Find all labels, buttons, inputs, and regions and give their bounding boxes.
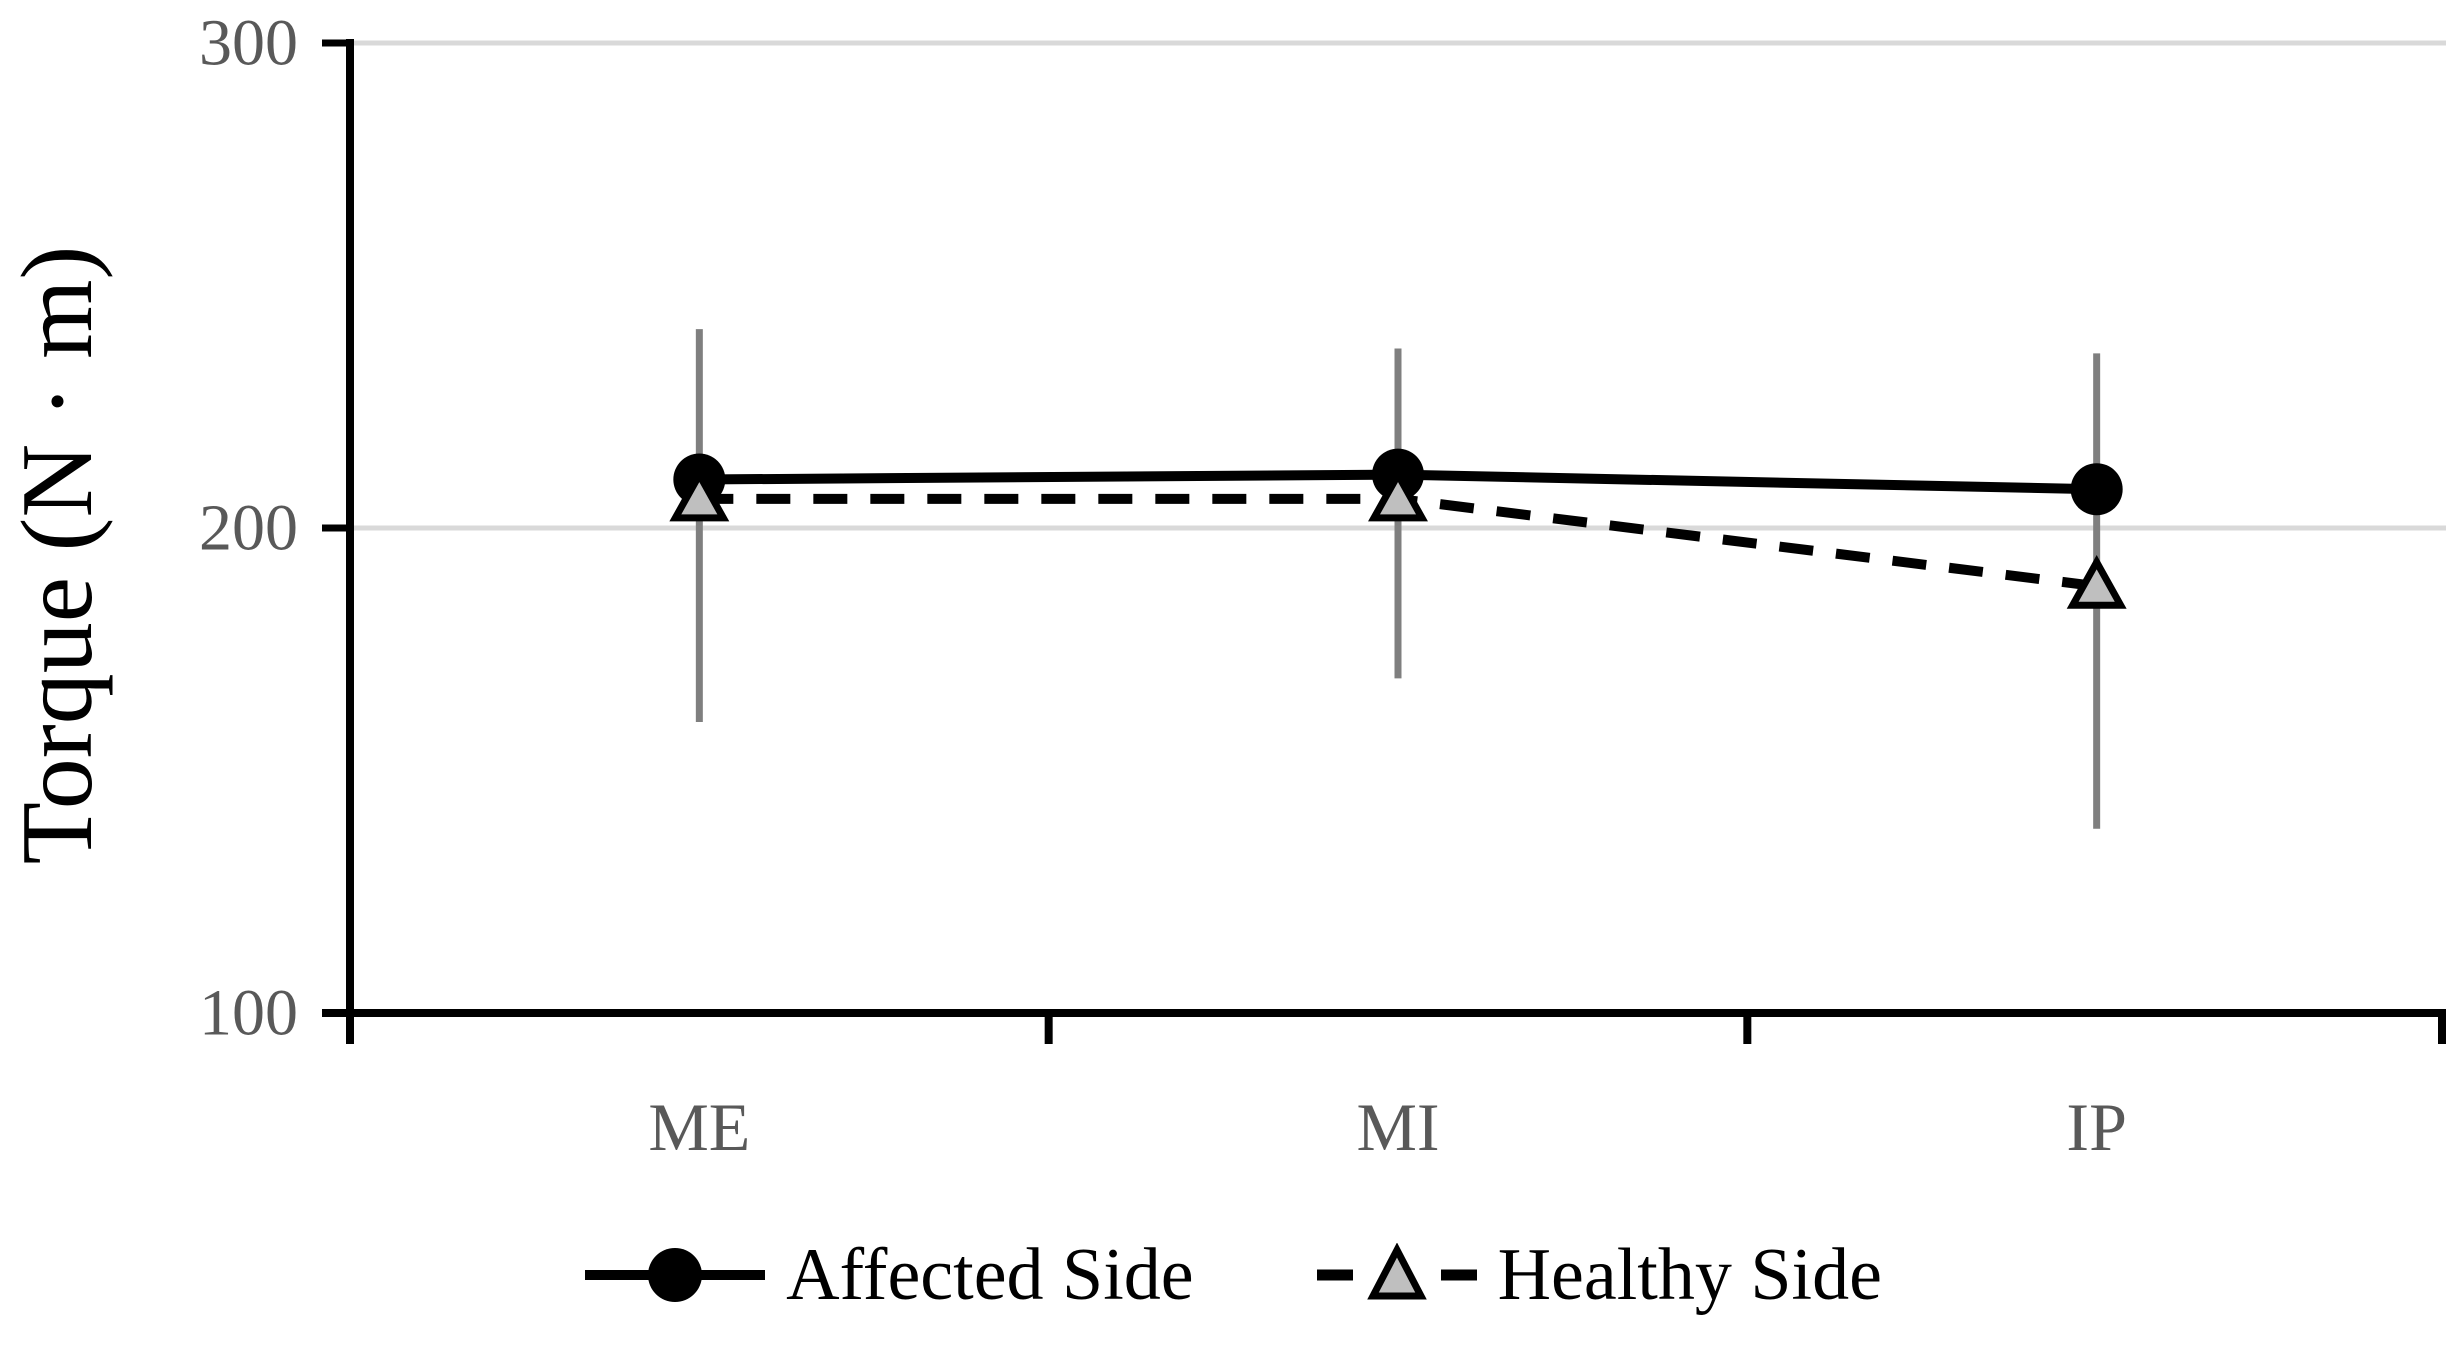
legend-label-affected-side: Affected Side [786, 1234, 1194, 1316]
legend-entry-affected-side: Affected Side [580, 1238, 1194, 1312]
healthy-side-marker-icon [1316, 1243, 1477, 1300]
marker-healthy-side-ME [669, 467, 730, 522]
x-category-label-MI: MI [1356, 1089, 1439, 1165]
marker-healthy-side-IP [2066, 555, 2127, 609]
y-tick-label-100: 100 [199, 977, 298, 1050]
affected-side-marker-icon [585, 1248, 766, 1302]
legend: Affected Side Healthy Side [0, 1238, 2462, 1312]
marker-affected-side-IP [2070, 463, 2123, 516]
x-category-label-IP: IP [2066, 1089, 2126, 1165]
y-axis-title: Torque (N · m) [1, 245, 114, 865]
y-tick-label-200: 200 [199, 492, 298, 565]
legend-label-healthy-side: Healthy Side [1497, 1234, 1882, 1316]
legend-entry-healthy-side: Healthy Side [1312, 1238, 1882, 1312]
x-category-label-ME: ME [648, 1089, 750, 1165]
y-tick-label-300: 300 [199, 7, 298, 80]
marker-healthy-side-MI [1368, 467, 1428, 522]
